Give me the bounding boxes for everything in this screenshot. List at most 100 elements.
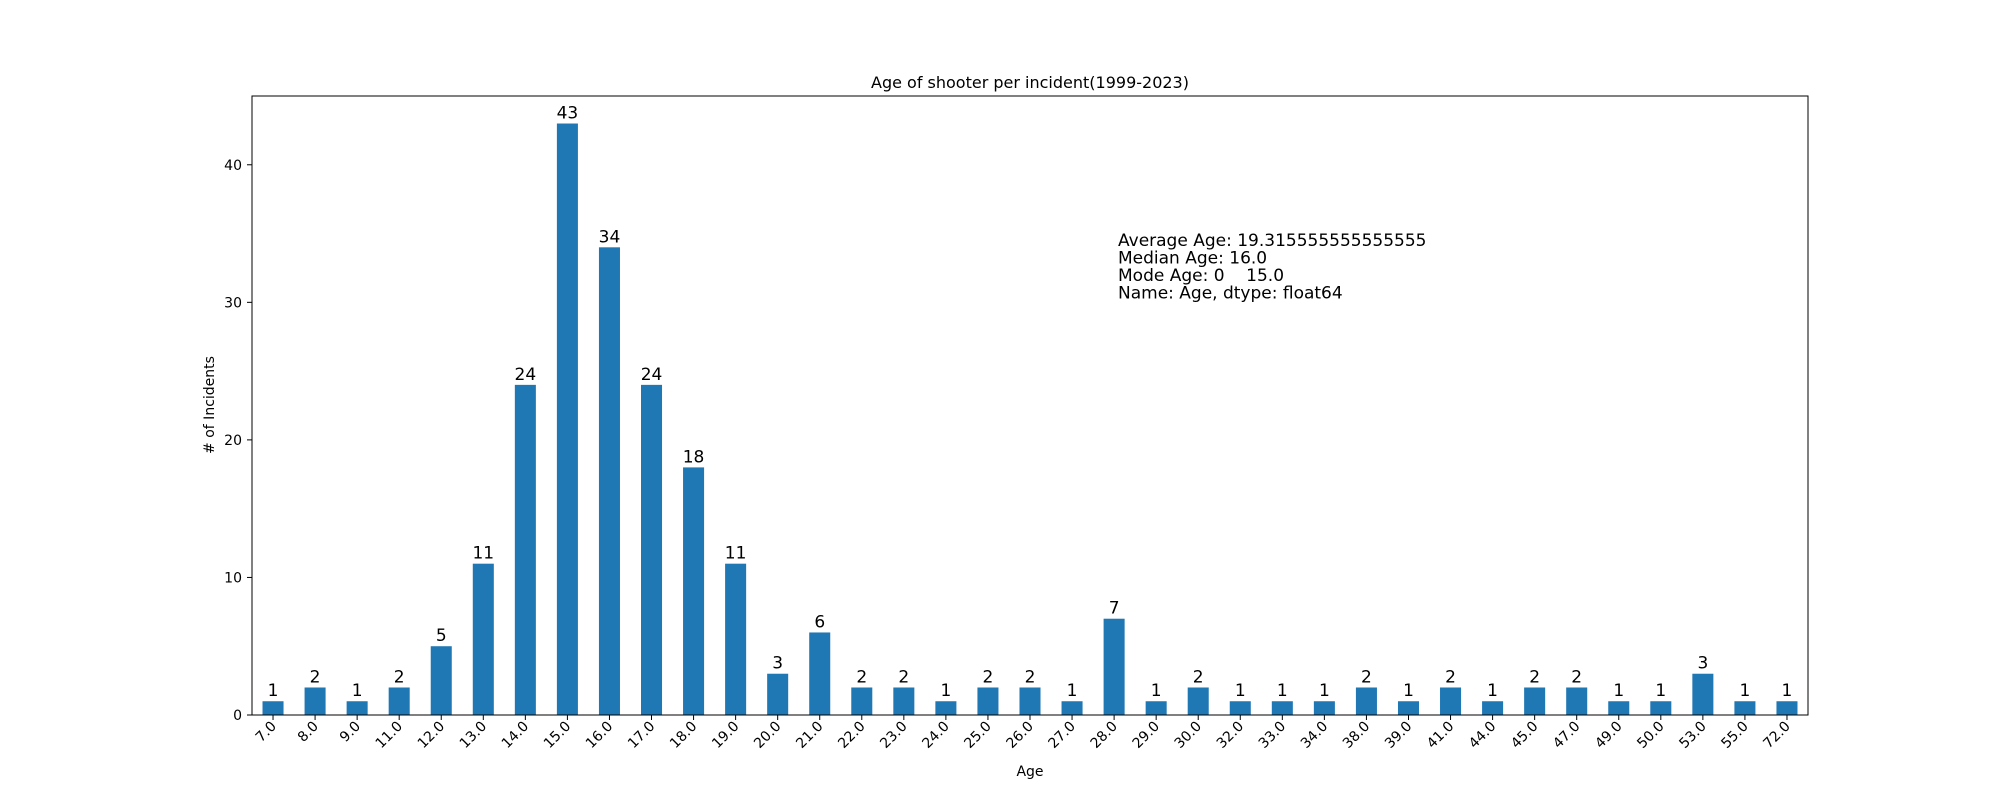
y-axis-label: # of Incidents [202,356,218,454]
x-tick-label: 32.0 [1214,719,1247,752]
x-tick-label: 13.0 [457,719,490,752]
bars-group [262,123,1798,716]
x-tick-label: 55.0 [1718,719,1751,752]
bar [935,701,957,715]
x-tick-label: 24.0 [919,719,952,752]
x-axis-ticks: 7.0 8.0 9.0 11.0 12.0 13.0 14.0 15.0 16.0 17.0 18.… [253,715,1794,752]
bar-value-label: 1 [1613,681,1624,701]
y-tick-label: 40 [224,158,242,174]
stats-annotation-line: Name: Age, dtype: float64 [1118,284,1343,304]
bar [1440,687,1462,715]
x-tick-label: 22.0 [835,719,868,752]
plot-frame [251,95,1809,716]
x-tick-label: 18.0 [667,719,700,752]
bar [388,687,410,715]
bar-value-label: 11 [472,544,494,564]
bar-value-label: 11 [725,544,747,564]
x-tick-label: 45.0 [1508,719,1541,752]
bar-value-label: 34 [599,227,621,247]
bar-value-label: 2 [1361,667,1372,687]
x-tick-label: 26.0 [1003,719,1036,752]
bar [1608,701,1630,715]
bar [1229,701,1251,715]
bar [893,687,915,715]
bar [1103,618,1125,715]
bar [346,701,368,715]
bar [725,563,747,715]
x-tick-label: 27.0 [1046,719,1079,752]
x-tick-label: 47.0 [1550,719,1583,752]
bar [683,467,705,715]
x-tick-label: 34.0 [1298,719,1331,752]
x-tick-label: 39.0 [1382,719,1415,752]
x-tick-label: 11.0 [373,719,406,752]
bar-value-label: 1 [1740,681,1751,701]
bar-value-label: 2 [1193,667,1204,687]
y-tick-label: 20 [224,433,242,449]
bar-value-label: 2 [1445,667,1456,687]
bar [1271,701,1293,715]
x-tick-label: 41.0 [1424,719,1457,752]
x-tick-label: 30.0 [1172,719,1205,752]
bar [1566,687,1588,715]
x-tick-label: 44.0 [1466,719,1499,752]
bar [1776,701,1798,715]
y-tick-label: 10 [224,570,242,586]
bar-value-label: 2 [394,667,405,687]
bar [262,701,284,715]
x-tick-label: 20.0 [751,719,784,752]
stats-annotation-line: Average Age: 19.315555555555555 [1118,231,1427,251]
stats-annotation-line: Median Age: 16.0 [1118,249,1267,269]
x-tick-label: 23.0 [877,719,910,752]
bar [809,632,831,715]
bar-value-label: 7 [1109,599,1120,619]
x-tick-label: 9.0 [337,719,364,746]
x-tick-label: 7.0 [253,719,280,746]
bar-value-label: 2 [1571,667,1582,687]
bar-value-label: 1 [1782,681,1793,701]
y-tick-label: 30 [224,295,242,311]
bar-value-label: 2 [310,667,321,687]
bar-value-label: 5 [436,626,447,646]
bar-value-label: 1 [1319,681,1330,701]
bar [977,687,999,715]
bar [430,646,452,715]
bar-value-label: 18 [683,447,705,467]
bar [514,384,536,715]
bar [1355,687,1377,715]
bar-value-label: 43 [557,104,579,124]
bar [767,673,789,715]
bar [1692,673,1714,715]
x-tick-label: 14.0 [499,719,532,752]
x-tick-label: 12.0 [415,719,448,752]
bar-value-label: 1 [1655,681,1666,701]
bar [1650,701,1672,715]
stats-annotation-line: Mode Age: 0 15.0 [1118,266,1284,286]
bar [1313,701,1335,715]
chart-title: Age of shooter per incident(1999-2023) [871,73,1189,92]
bar-value-label: 1 [1235,681,1246,701]
x-tick-label: 33.0 [1256,719,1289,752]
x-tick-label: 8.0 [295,719,322,746]
bar-value-label: 2 [983,667,994,687]
bar [598,247,620,716]
y-axis-ticks: 0 10 20 30 40 [224,158,252,724]
bar-value-label: 1 [1277,681,1288,701]
bar-value-label: 1 [1403,681,1414,701]
x-tick-label: 49.0 [1592,719,1625,752]
bar-value-label: 24 [641,365,663,385]
bar [1019,687,1041,715]
bar [472,563,494,715]
bar-value-label: 1 [1487,681,1498,701]
bar [304,687,326,715]
x-tick-label: 25.0 [961,719,994,752]
x-axis-label: Age [1016,764,1043,780]
bar-value-label: 24 [515,365,537,385]
bar [1524,687,1546,715]
bar-value-label: 2 [1529,667,1540,687]
x-tick-label: 17.0 [625,719,658,752]
